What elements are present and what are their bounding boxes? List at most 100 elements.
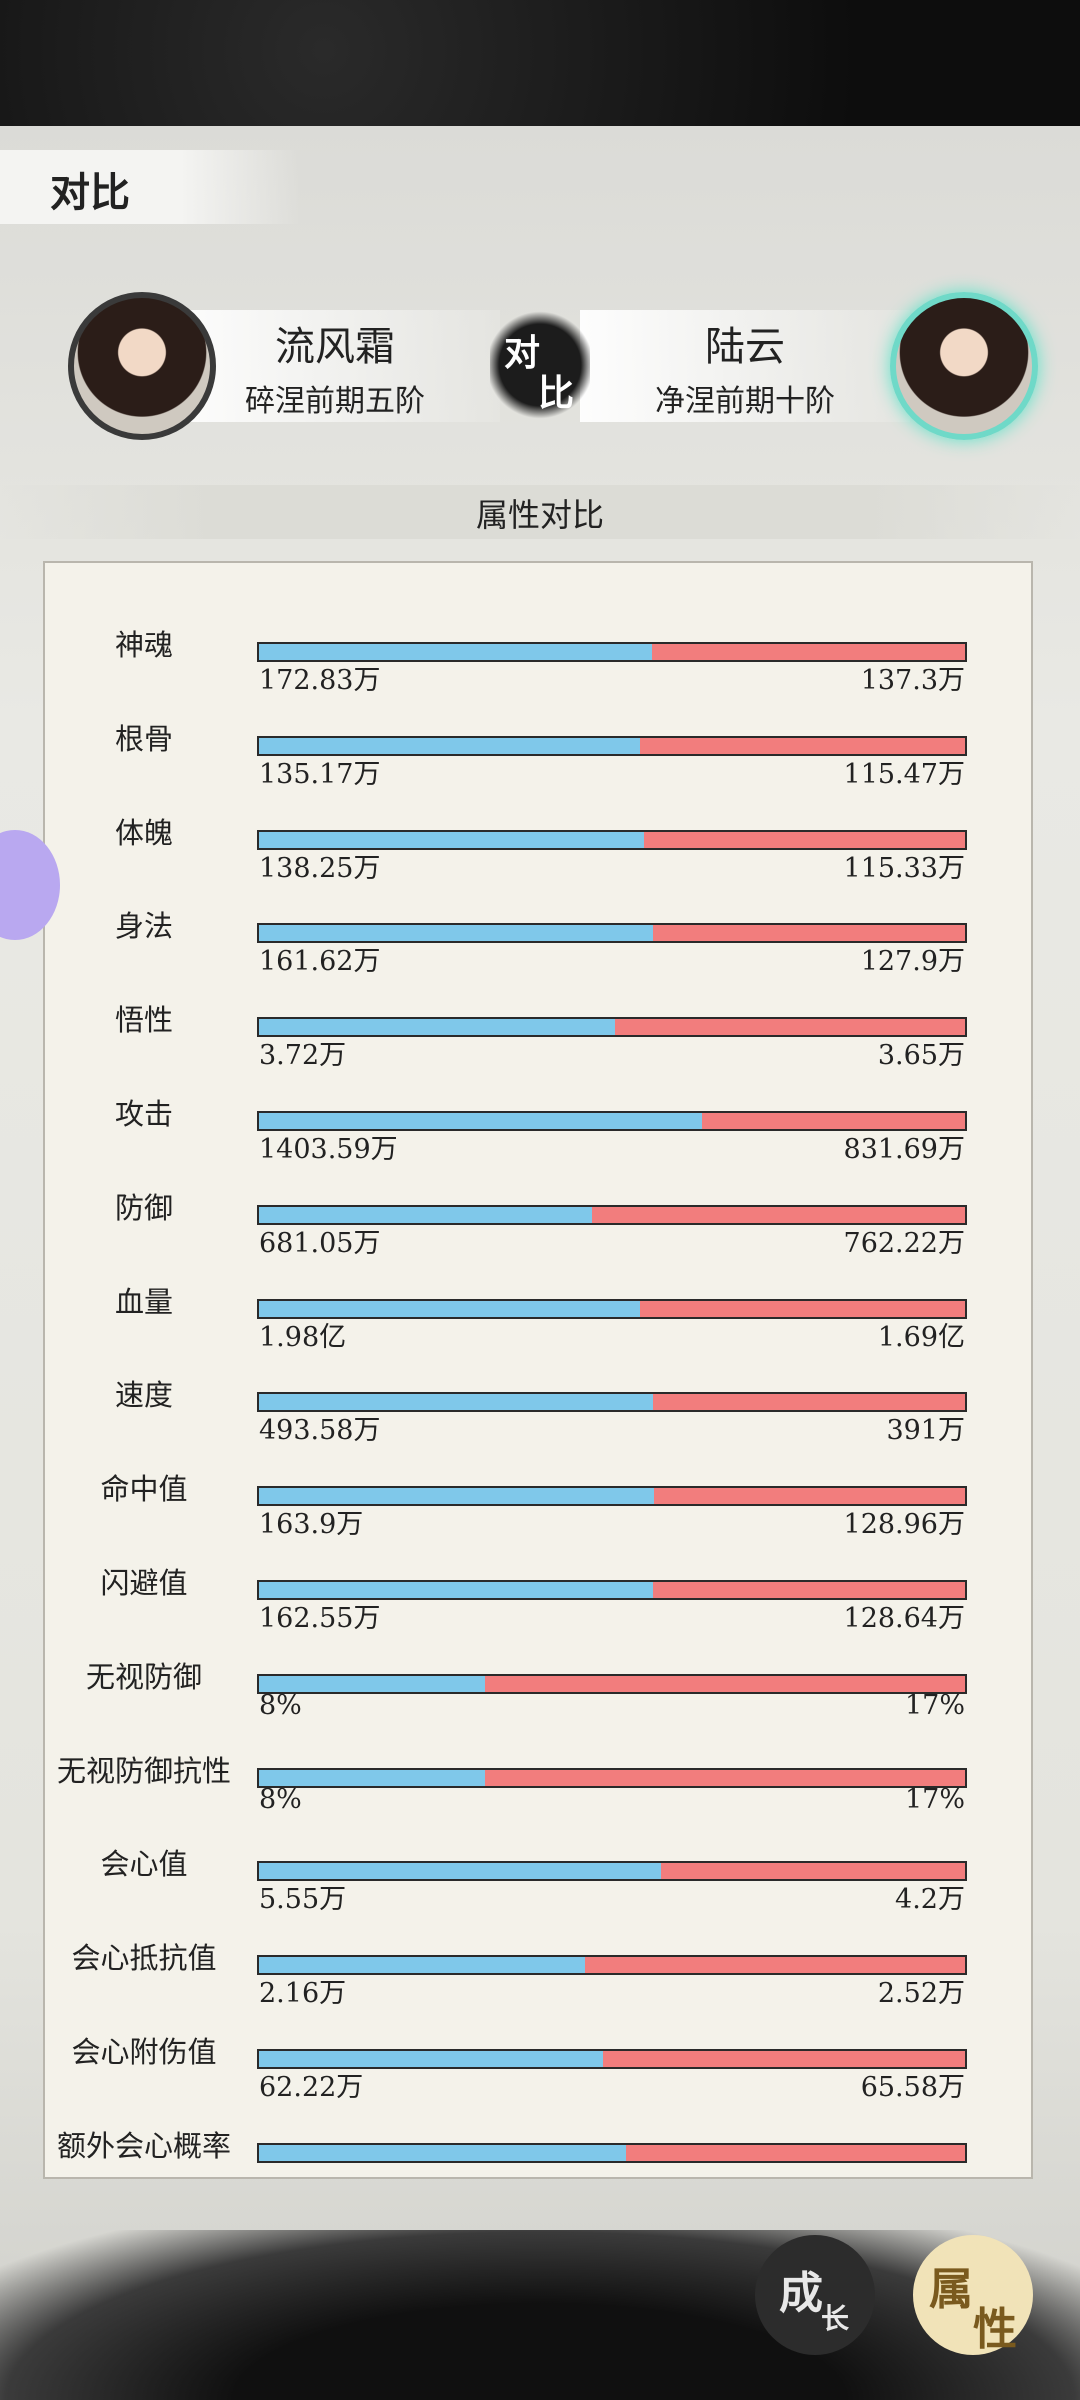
left-share bbox=[259, 1300, 640, 1317]
stat-bar bbox=[257, 1861, 967, 1882]
left-share bbox=[259, 2051, 603, 2067]
top-band bbox=[0, 0, 1080, 126]
button-char: 性 bbox=[973, 2304, 1017, 2355]
stat-label: 会心附伤值 bbox=[71, 2035, 217, 2069]
right-value: 128.96万 bbox=[843, 1509, 965, 1541]
left-avatar[interactable] bbox=[68, 292, 216, 440]
stat-label: 根骨 bbox=[114, 721, 173, 756]
stat-label: 神魂 bbox=[114, 628, 173, 662]
stat-label: 无视防御抗性 bbox=[56, 1753, 231, 1788]
right-card: 陆云 净涅前期十阶 bbox=[580, 310, 910, 422]
left-share bbox=[259, 925, 654, 942]
left-share bbox=[259, 1863, 661, 1880]
badge-char: 对 bbox=[504, 332, 541, 374]
stat-bar bbox=[257, 829, 967, 850]
stat-label: 会心抵抗值 bbox=[71, 1941, 217, 1976]
stat-bar bbox=[257, 1486, 967, 1507]
left-value: 8% bbox=[259, 1689, 302, 1721]
bottom-bar bbox=[0, 2230, 1080, 2400]
stat-label: 攻击 bbox=[114, 1097, 173, 1131]
stat-label: 命中值 bbox=[100, 1472, 188, 1507]
versus-badge: 对 比 bbox=[490, 310, 590, 420]
left-value: 8% bbox=[259, 1783, 302, 1815]
header-bg bbox=[0, 150, 300, 224]
right-value: 762.22万 bbox=[843, 1227, 965, 1259]
player-name: 流风霜 bbox=[275, 324, 395, 370]
stat-bar bbox=[257, 2142, 967, 2163]
left-share bbox=[259, 1488, 655, 1505]
left-value: 161.62万 bbox=[259, 946, 381, 978]
stat-bar bbox=[257, 1111, 967, 1131]
badge-char: 比 bbox=[538, 372, 575, 414]
stat-bar bbox=[257, 1392, 967, 1413]
stat-label: 悟性 bbox=[114, 1003, 173, 1038]
left-value: 135.17万 bbox=[259, 758, 381, 790]
attr-button[interactable]: 属 性 bbox=[913, 2235, 1033, 2355]
button-char: 长 bbox=[821, 2302, 850, 2335]
right-avatar[interactable] bbox=[890, 292, 1038, 440]
right-value: 137.3万 bbox=[860, 665, 965, 696]
stat-bar bbox=[257, 1204, 967, 1225]
button-char: 属 bbox=[929, 2264, 973, 2315]
left-value: 172.83万 bbox=[259, 665, 381, 696]
stat-label: 额外会心概率 bbox=[56, 2128, 231, 2163]
left-value: 3.72万 bbox=[259, 1040, 347, 1072]
left-share bbox=[259, 1019, 616, 1036]
left-share bbox=[259, 1113, 703, 1129]
stat-bar bbox=[257, 1673, 967, 1694]
stat-bar bbox=[257, 642, 967, 662]
right-value: 391万 bbox=[886, 1415, 965, 1447]
left-share bbox=[259, 1582, 654, 1598]
left-share bbox=[259, 1675, 485, 1692]
section-title: 属性对比 bbox=[475, 496, 604, 534]
player-rank: 净涅前期十阶 bbox=[655, 384, 835, 419]
left-share bbox=[259, 1206, 593, 1223]
left-share bbox=[259, 831, 644, 848]
right-value: 17% bbox=[904, 1783, 965, 1815]
stat-label: 体魄 bbox=[114, 815, 173, 850]
player-name: 陆云 bbox=[705, 324, 785, 370]
right-value: 127.9万 bbox=[860, 946, 965, 978]
left-share bbox=[259, 1957, 585, 1974]
stat-bar bbox=[257, 1017, 967, 1038]
right-value: 17% bbox=[904, 1689, 965, 1721]
button-char: 成 bbox=[779, 2268, 823, 2319]
stat-bar bbox=[257, 1580, 967, 1600]
left-value: 5.55万 bbox=[259, 1884, 347, 1916]
player-rank: 碎涅前期五阶 bbox=[245, 384, 425, 419]
left-value: 1403.59万 bbox=[259, 1134, 398, 1165]
left-value: 62.22万 bbox=[259, 2072, 364, 2103]
left-share bbox=[259, 737, 640, 754]
stat-bar bbox=[257, 735, 967, 756]
stat-label: 血量 bbox=[114, 1284, 173, 1319]
right-value: 128.64万 bbox=[843, 1603, 965, 1634]
left-card: 流风霜 碎涅前期五阶 bbox=[170, 310, 500, 422]
stat-bar bbox=[257, 923, 967, 944]
left-share bbox=[259, 2144, 627, 2161]
right-value: 3.65万 bbox=[877, 1040, 965, 1072]
stat-label: 速度 bbox=[114, 1378, 173, 1413]
left-value: 1.98亿 bbox=[259, 1321, 347, 1353]
left-value: 681.05万 bbox=[259, 1227, 381, 1259]
stat-label: 防御 bbox=[114, 1190, 173, 1225]
left-share bbox=[259, 1769, 485, 1786]
left-share bbox=[259, 644, 653, 660]
stat-label: 身法 bbox=[114, 909, 173, 944]
stat-bar bbox=[257, 1298, 967, 1319]
left-value: 163.9万 bbox=[259, 1509, 364, 1541]
stat-label: 无视防御 bbox=[85, 1659, 202, 1694]
stat-bar bbox=[257, 1767, 967, 1788]
stat-label: 会心值 bbox=[100, 1847, 188, 1882]
left-value: 2.16万 bbox=[259, 1978, 347, 2010]
right-value: 2.52万 bbox=[877, 1978, 965, 2010]
stat-label: 闪避值 bbox=[100, 1566, 188, 1600]
right-value: 831.69万 bbox=[843, 1134, 965, 1165]
left-value: 162.55万 bbox=[259, 1603, 381, 1634]
left-share bbox=[259, 1394, 653, 1411]
growth-button[interactable]: 成 长 bbox=[755, 2235, 875, 2355]
left-value: 493.58万 bbox=[259, 1415, 381, 1447]
right-value: 115.33万 bbox=[843, 852, 965, 884]
right-value: 4.2万 bbox=[895, 1884, 965, 1916]
right-value: 65.58万 bbox=[860, 2072, 965, 2103]
